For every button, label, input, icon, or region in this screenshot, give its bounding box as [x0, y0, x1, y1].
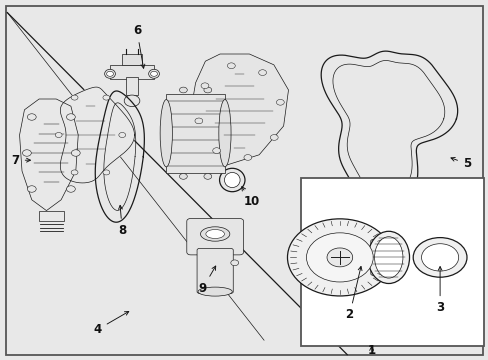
- Bar: [126, 77, 138, 95]
- Circle shape: [203, 87, 211, 93]
- Circle shape: [124, 95, 140, 107]
- Circle shape: [195, 118, 203, 124]
- Text: 4: 4: [94, 311, 128, 336]
- Ellipse shape: [205, 230, 224, 239]
- Circle shape: [119, 132, 125, 138]
- Circle shape: [276, 99, 284, 105]
- FancyBboxPatch shape: [186, 219, 243, 255]
- Ellipse shape: [104, 69, 115, 78]
- Circle shape: [55, 132, 62, 138]
- Circle shape: [258, 70, 266, 76]
- Bar: [122, 54, 142, 65]
- Circle shape: [106, 71, 113, 76]
- Circle shape: [27, 114, 36, 120]
- Bar: [110, 65, 154, 79]
- Circle shape: [244, 154, 251, 160]
- Polygon shape: [20, 99, 78, 211]
- Circle shape: [306, 233, 372, 282]
- FancyBboxPatch shape: [370, 239, 402, 275]
- Circle shape: [66, 114, 75, 120]
- Polygon shape: [60, 87, 134, 183]
- Ellipse shape: [219, 168, 244, 192]
- Bar: [39, 211, 63, 221]
- Ellipse shape: [198, 287, 232, 296]
- Circle shape: [27, 186, 36, 192]
- Ellipse shape: [160, 99, 172, 167]
- Text: 8: 8: [118, 205, 126, 237]
- Text: 5: 5: [450, 157, 470, 170]
- Circle shape: [102, 95, 109, 100]
- FancyBboxPatch shape: [197, 248, 233, 293]
- Circle shape: [203, 174, 211, 179]
- Ellipse shape: [148, 69, 159, 78]
- Circle shape: [71, 170, 78, 175]
- Circle shape: [71, 150, 80, 156]
- Circle shape: [179, 174, 187, 179]
- Circle shape: [22, 150, 31, 156]
- Circle shape: [212, 148, 220, 153]
- Circle shape: [326, 248, 352, 267]
- Ellipse shape: [224, 172, 240, 188]
- Circle shape: [201, 83, 208, 89]
- Text: 3: 3: [435, 267, 443, 314]
- Circle shape: [71, 95, 78, 100]
- Circle shape: [412, 238, 466, 277]
- Circle shape: [102, 170, 109, 175]
- Circle shape: [230, 260, 238, 266]
- Circle shape: [66, 186, 75, 192]
- Circle shape: [421, 244, 458, 271]
- Bar: [166, 94, 224, 173]
- Circle shape: [227, 63, 235, 69]
- Text: 6: 6: [133, 24, 144, 68]
- Ellipse shape: [200, 227, 229, 241]
- Text: 2: 2: [345, 266, 361, 321]
- Text: 9: 9: [199, 266, 215, 294]
- Circle shape: [270, 135, 278, 140]
- Circle shape: [287, 219, 391, 296]
- Ellipse shape: [374, 237, 402, 278]
- Ellipse shape: [367, 231, 409, 284]
- Ellipse shape: [219, 99, 231, 167]
- Text: 1: 1: [367, 345, 375, 357]
- Text: 10: 10: [241, 187, 260, 208]
- Bar: [300, 178, 483, 346]
- Circle shape: [150, 71, 157, 76]
- Circle shape: [179, 87, 187, 93]
- Polygon shape: [190, 54, 288, 166]
- Text: 7: 7: [12, 154, 30, 167]
